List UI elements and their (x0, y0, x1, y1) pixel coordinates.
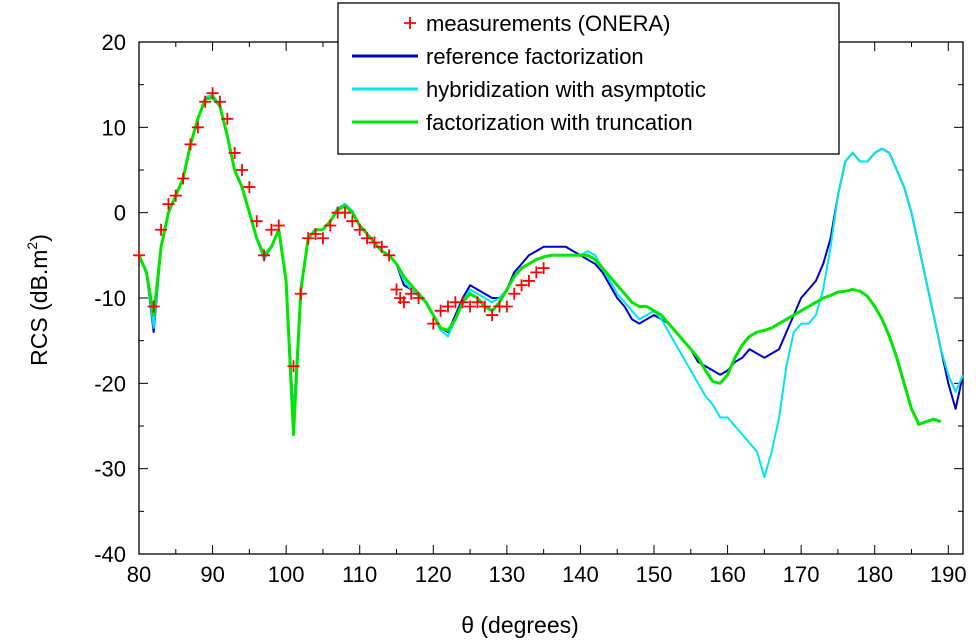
measurement-marker (346, 215, 359, 228)
series-line (137, 96, 942, 436)
measurement-marker (155, 223, 168, 236)
measurement-marker (383, 249, 396, 262)
y-axis-title-close: ) (26, 234, 52, 242)
measurement-marker (368, 236, 381, 249)
y-tick-label: -40 (94, 542, 126, 567)
measurement-marker (199, 95, 212, 108)
series-layer (133, 87, 964, 479)
measurement-marker (486, 309, 499, 322)
measurement-marker (324, 219, 337, 232)
measurement-marker (375, 240, 388, 253)
y-tick-label: 0 (114, 201, 126, 226)
measurement-marker (147, 300, 160, 313)
measurement-marker (294, 287, 307, 300)
measurement-marker (243, 181, 256, 194)
y-tick-label: -10 (94, 286, 126, 311)
measurement-marker (133, 249, 145, 262)
x-tick-label: 150 (636, 562, 673, 587)
x-tick-label: 190 (930, 562, 967, 587)
measurement-marker (508, 287, 521, 300)
measurement-marker (500, 300, 513, 313)
measurement-marker (236, 164, 248, 176)
measurement-marker (287, 360, 300, 373)
measurement-marker (221, 112, 234, 125)
measurement-marker (206, 87, 219, 100)
measurement-marker (177, 172, 190, 185)
measurement-marker (427, 317, 440, 330)
measurement-marker (184, 138, 197, 151)
x-axis-title: θ (degrees) (461, 612, 579, 638)
legend-marker (404, 17, 416, 29)
legend: measurements (ONERA) reference factorizat… (337, 2, 840, 155)
measurement-marker (537, 262, 550, 275)
legend-label: factorization with truncation (426, 110, 693, 135)
measurement-marker (464, 300, 477, 313)
y-tick-label: 20 (102, 30, 126, 55)
legend-box (337, 2, 840, 155)
measurement-marker (258, 249, 271, 262)
x-tick-label: 170 (783, 562, 820, 587)
measurement-marker (191, 121, 204, 134)
measurement-marker (228, 146, 241, 159)
measurement-marker (442, 300, 454, 313)
x-tick-label: 120 (415, 562, 452, 587)
measurement-marker (471, 296, 484, 309)
measurement-marker (316, 232, 329, 245)
y-tick-label: 10 (102, 115, 126, 140)
x-tick-label: 160 (709, 562, 746, 587)
measurement-marker (434, 304, 447, 317)
y-tick-label: -30 (94, 457, 126, 482)
measurement-marker (309, 228, 322, 240)
y-axis-title: RCS (dB.m2) (24, 234, 52, 366)
measurement-marker (339, 206, 351, 219)
y-axis-title-main: RCS (dB.m (26, 250, 52, 366)
measurement-marker (250, 215, 263, 228)
legend-label: hybridization with asymptotic (426, 77, 706, 102)
measurement-marker (169, 189, 182, 202)
svg-text:RCS (dB.m2): RCS (dB.m2) (24, 234, 52, 366)
x-tick-label: 130 (488, 562, 525, 587)
x-tick-label: 100 (268, 562, 305, 587)
measurement-marker (522, 274, 535, 287)
measurement-marker (412, 292, 425, 304)
legend-label: reference factorization (426, 44, 644, 69)
measurement-marker (162, 198, 175, 211)
measurement-marker (353, 223, 366, 236)
y-axis-title-sup: 2 (24, 242, 40, 250)
measurement-marker (530, 266, 543, 279)
y-tick-label: -20 (94, 371, 126, 396)
measurement-marker (265, 223, 278, 236)
measurement-marker (272, 219, 285, 232)
measurement-marker (405, 287, 418, 300)
x-tick-label: 180 (856, 562, 893, 587)
tick-labels: 80 90 100 110 120 130 140 150 160 170 180 190-40-30… (94, 30, 966, 587)
measurement-marker (361, 232, 374, 245)
measurement-marker (478, 300, 491, 313)
measurement-marker (390, 283, 403, 296)
legend-label: measurements (ONERA) (426, 11, 671, 36)
measurement-marker (302, 232, 315, 245)
measurement-marker (515, 279, 528, 292)
x-tick-label: 110 (342, 562, 377, 587)
x-tick-label: 90 (200, 562, 224, 587)
measurement-marker (213, 95, 226, 108)
measurement-marker (397, 296, 410, 309)
measurement-marker (456, 296, 469, 309)
x-tick-label: 140 (562, 562, 599, 587)
x-tick-label: 80 (127, 562, 151, 587)
